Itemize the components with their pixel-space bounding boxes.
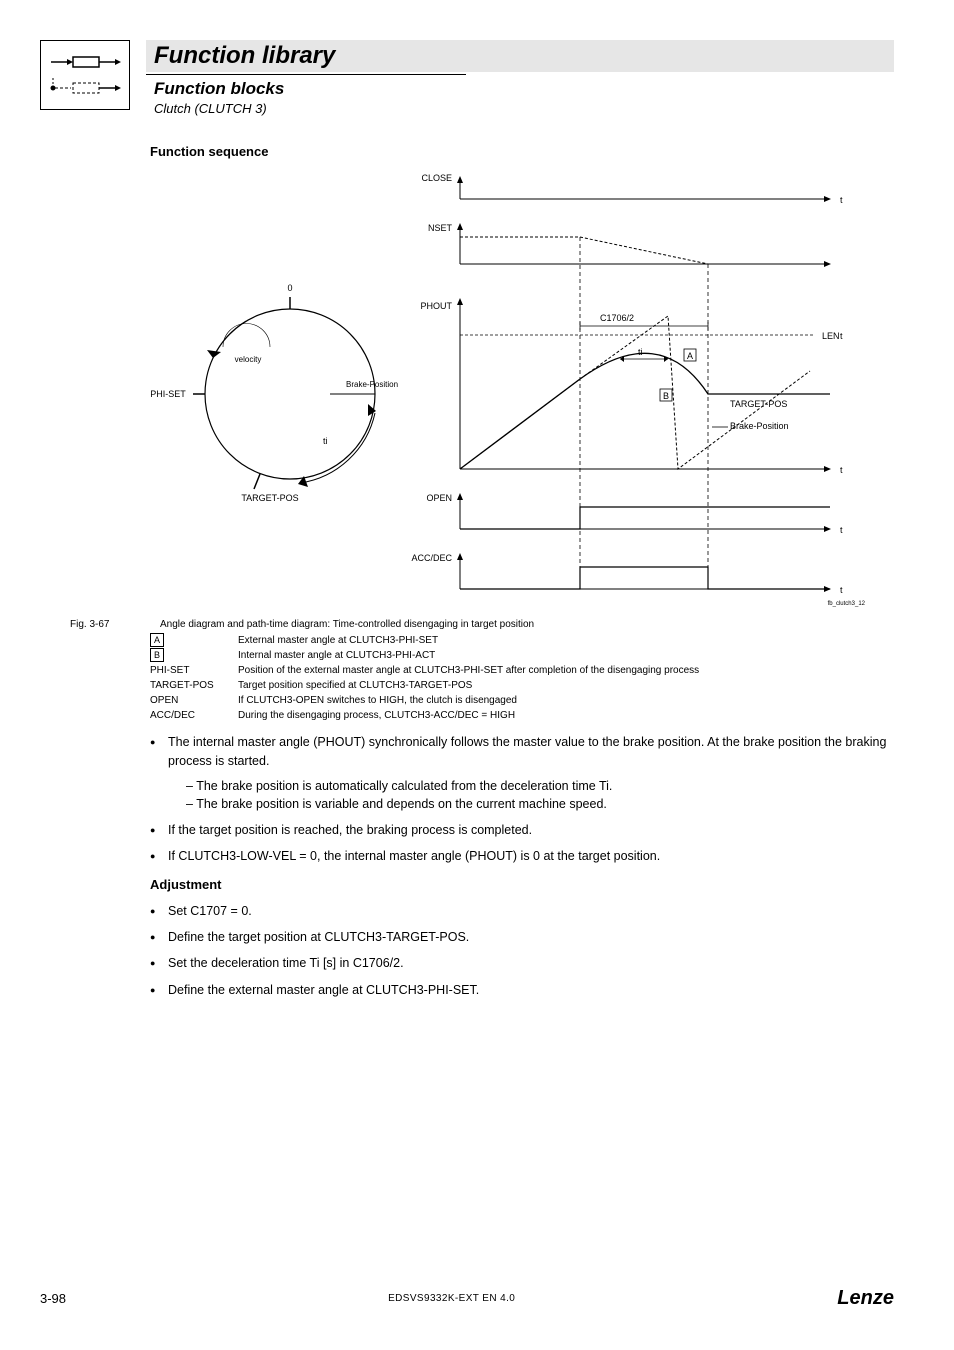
diag-label-zero: 0 (287, 283, 292, 293)
figure-legend: A External master angle at CLUTCH3-PHI-SE… (150, 633, 894, 723)
legend-key-2: PHI-SET (150, 663, 228, 678)
diag-label-open: OPEN (426, 493, 452, 503)
diag-label-velocity: velocity (235, 355, 262, 364)
diag-label-ti-plot: ti (638, 347, 643, 357)
legend-text-3: Target position specified at CLUTCH3-TAR… (238, 678, 472, 693)
page-sub-sub: Clutch (CLUTCH 3) (146, 101, 894, 116)
dash-2: The brake position is variable and depen… (168, 797, 894, 811)
page-sub-title: Function blocks (146, 79, 894, 99)
diag-label-targetpos-plot: TARGET-POS (730, 399, 787, 409)
diag-label-brakepos-plot: Brake-Position (730, 421, 789, 431)
diag-label-t-ph1: t (840, 331, 843, 341)
diag-label-nset: NSET (428, 223, 453, 233)
diag-label-close: CLOSE (421, 173, 452, 183)
diag-boxed-b: B (663, 391, 669, 401)
section-heading: Function sequence (150, 144, 894, 159)
diag-footer-id: fb_clutch3_12 (828, 601, 866, 607)
function-diagram: 0 PHI-SET Brake-Position TARGET-POS velo… (150, 169, 894, 614)
legend-key-5: ACC/DEC (150, 708, 228, 723)
adj-bullet-3: Set the deceleration time Ti [s] in C170… (150, 954, 894, 973)
legend-key-4: OPEN (150, 693, 228, 708)
diag-boxed-a: A (687, 351, 693, 361)
diag-label-brakepos-circle: Brake-Position (346, 380, 398, 389)
footer-doc-id: EDSVS9332K-EXT EN 4.0 (388, 1293, 515, 1304)
legend-text-2: Position of the external master angle at… (238, 663, 699, 678)
legend-text-4: If CLUTCH3-OPEN switches to HIGH, the cl… (238, 693, 517, 708)
legend-key-a: A (150, 633, 164, 647)
dash-1: The brake position is automatically calc… (168, 779, 894, 793)
footer-page: 3-98 (40, 1291, 66, 1306)
figure-number: Fig. 3-67 (70, 619, 140, 630)
diag-label-ti-circle: ti (323, 436, 328, 446)
diag-label-len: LEN (822, 331, 840, 341)
bullet-3: If CLUTCH3-LOW-VEL = 0, the internal mas… (150, 847, 894, 866)
adjustment-heading: Adjustment (150, 877, 894, 892)
diag-label-phiset: PHI-SET (150, 389, 186, 399)
adj-bullet-4: Define the external master angle at CLUT… (150, 981, 894, 1000)
page-main-title: Function library (154, 42, 894, 70)
diag-label-phout: PHOUT (421, 301, 453, 311)
figure-caption: Angle diagram and path-time diagram: Tim… (160, 619, 534, 630)
footer-brand: Lenze (837, 1287, 894, 1310)
diag-label-c17062: C1706/2 (600, 313, 634, 323)
bullet-1: The internal master angle (PHOUT) synchr… (150, 733, 894, 772)
diag-label-t1: t (840, 195, 843, 205)
legend-text-0: External master angle at CLUTCH3-PHI-SET (238, 633, 438, 648)
diag-label-t-open: t (840, 525, 843, 535)
adj-bullet-2: Define the target position at CLUTCH3-TA… (150, 928, 894, 947)
legend-text-5: During the disengaging process, CLUTCH3-… (238, 708, 515, 723)
diag-label-t-accdec: t (840, 585, 843, 595)
legend-text-1: Internal master angle at CLUTCH3-PHI-ACT (238, 648, 435, 663)
adj-bullet-1: Set C1707 = 0. (150, 902, 894, 921)
bullet-2: If the target position is reached, the b… (150, 821, 894, 840)
legend-key-b: B (150, 648, 164, 662)
diag-label-t-ph2: t (840, 465, 843, 475)
diag-label-targetpos-circle: TARGET-POS (241, 493, 298, 503)
header-icon (40, 40, 130, 110)
diag-label-accdec: ACC/DEC (411, 553, 452, 563)
legend-key-3: TARGET-POS (150, 678, 228, 693)
